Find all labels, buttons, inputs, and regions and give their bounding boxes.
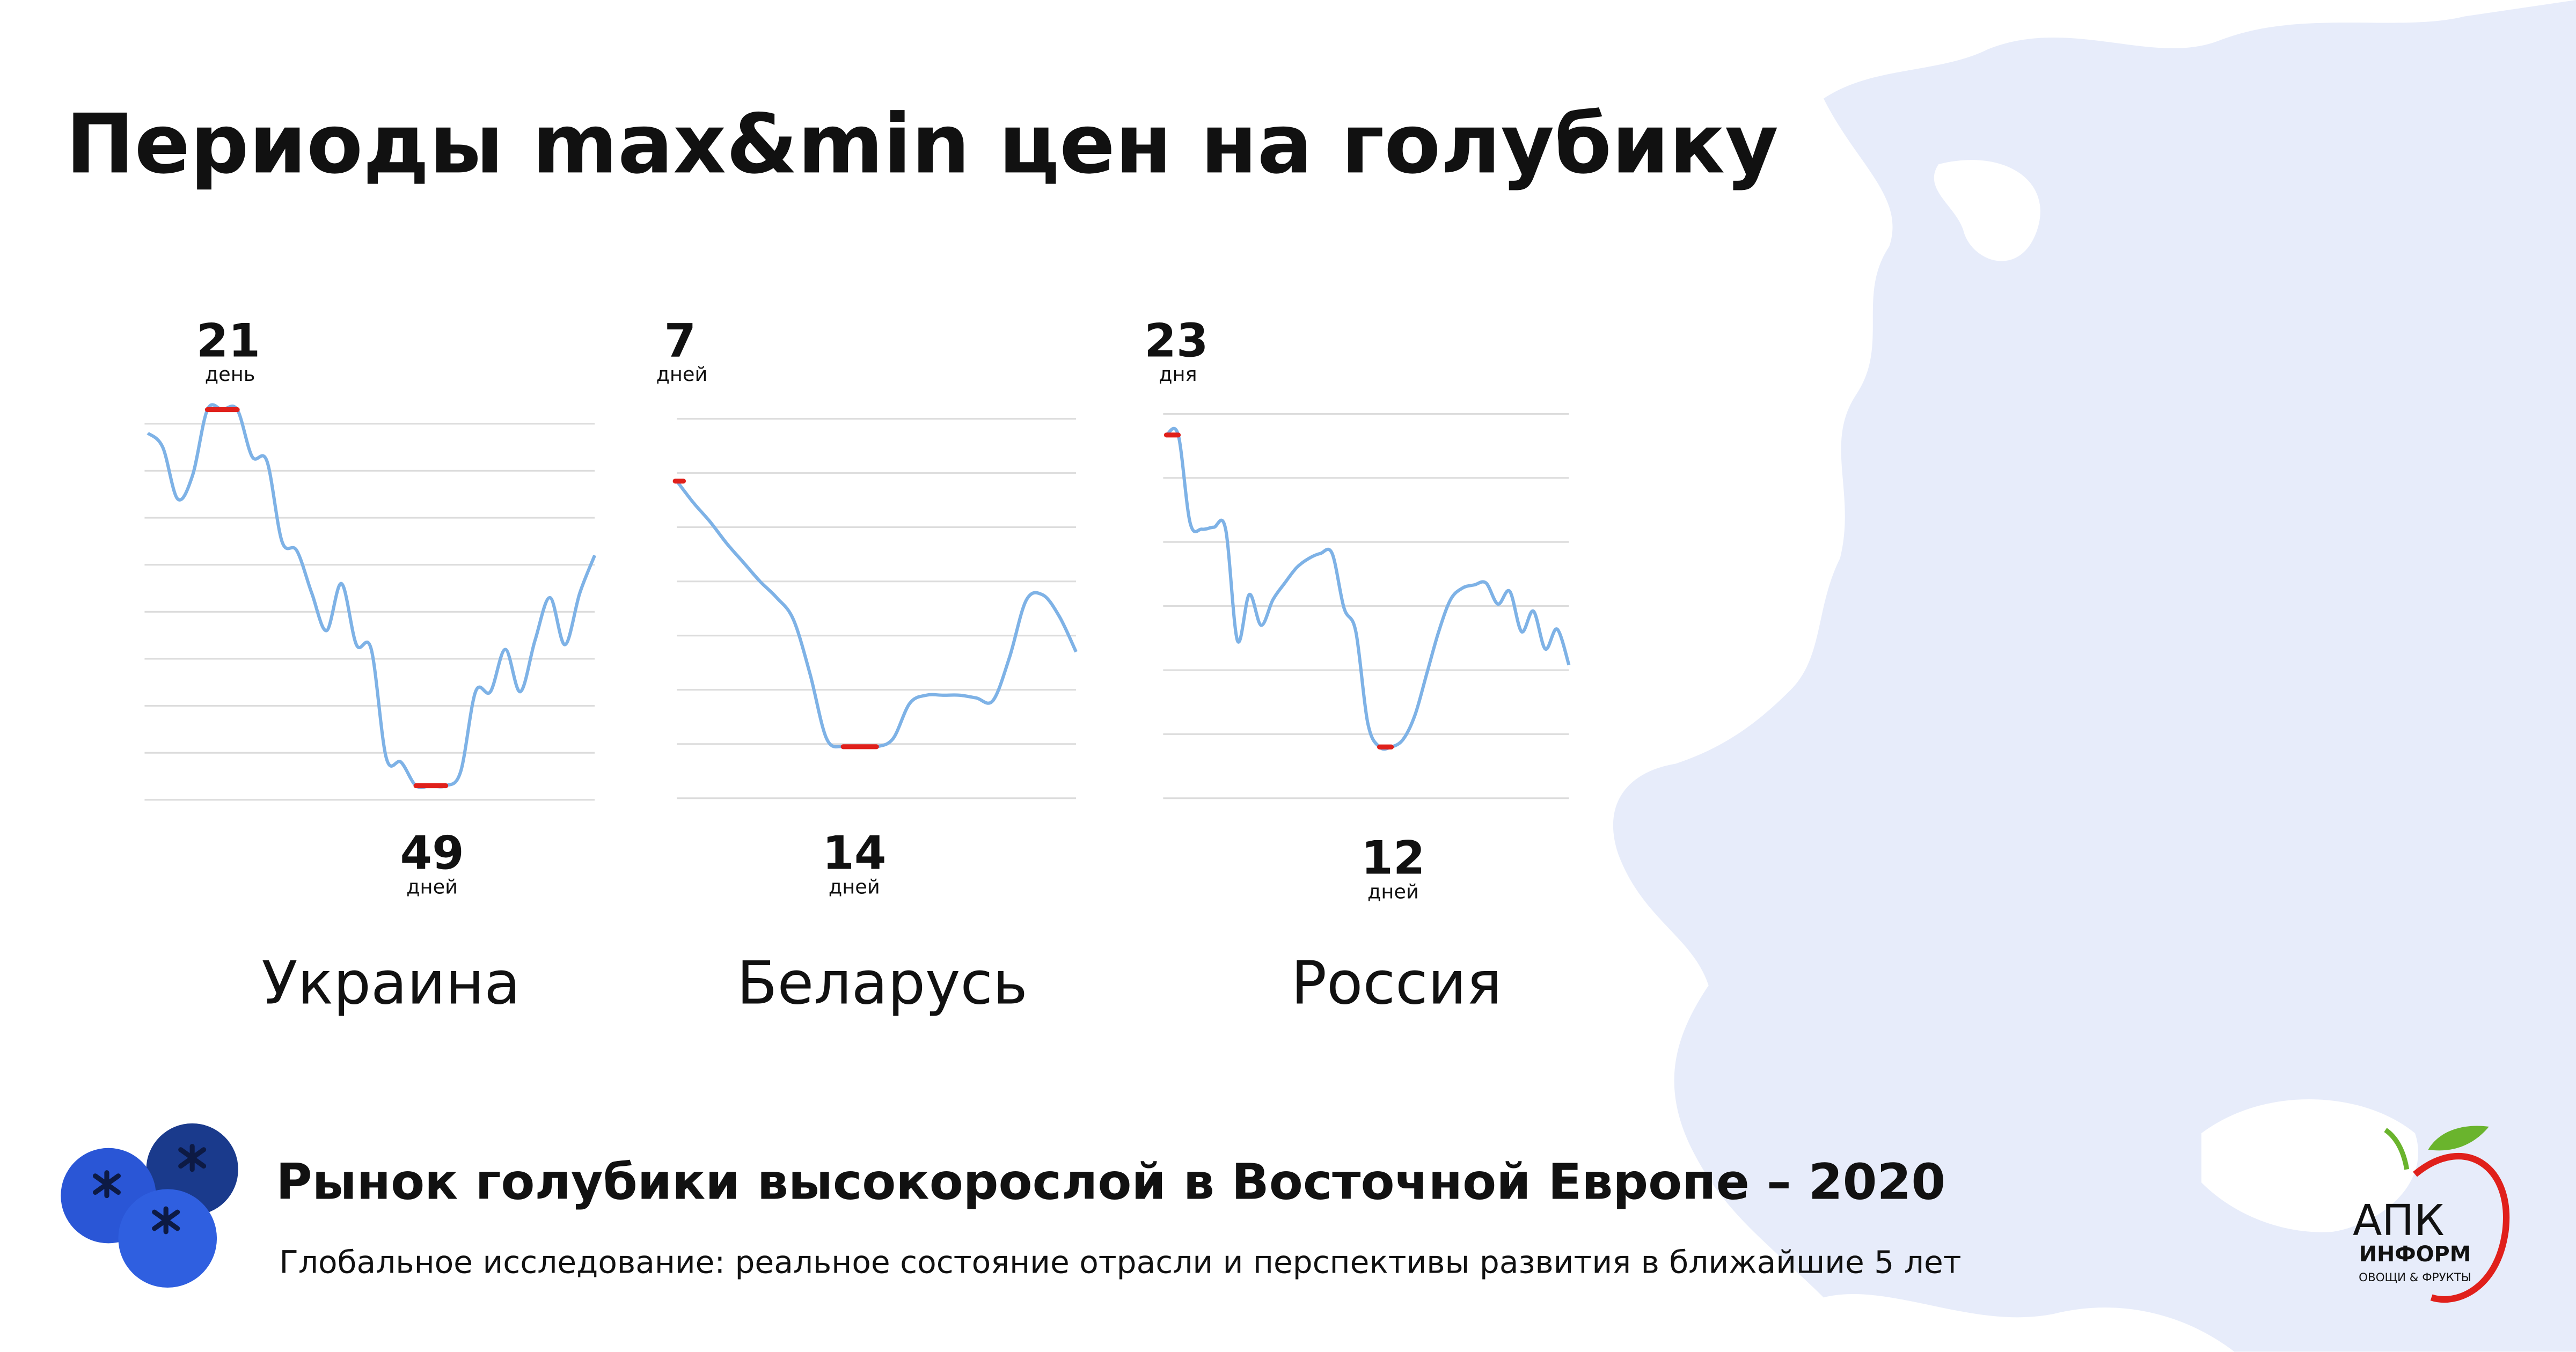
footer-subtitle: Глобальное исследование: реальное состоя… — [279, 1244, 1961, 1280]
min-unit: дней — [1367, 880, 1419, 903]
min-unit: дней — [829, 875, 880, 898]
max-days: 23 — [1144, 314, 1208, 368]
country-label: Украина — [261, 949, 520, 1017]
price-line — [675, 480, 1078, 749]
min-unit: дней — [406, 875, 458, 898]
logo-tagline: ОВОЩИ & ФРУКТЫ — [2359, 1271, 2471, 1284]
price-line — [147, 403, 597, 789]
footer-title: Рынок голубики высокорослой в Восточной … — [276, 1153, 1945, 1211]
min-days: 49 — [400, 826, 464, 880]
map-sea — [1934, 160, 2040, 261]
logo-name: АПК — [2353, 1195, 2445, 1245]
blueberries — [61, 1123, 238, 1288]
logo-brand: ИНФОРМ — [2359, 1242, 2471, 1267]
max-unit: дней — [656, 363, 707, 386]
price-line — [1165, 427, 1571, 751]
logo: АПК ИНФОРМ ОВОЩИ & ФРУКТЫ — [2353, 1126, 2510, 1303]
map-sea — [2201, 1099, 2419, 1232]
min-days: 14 — [822, 826, 886, 880]
max-unit: день — [205, 363, 255, 386]
title: Периоды max&min цен на голубику — [65, 97, 1779, 192]
max-days: 21 — [196, 314, 260, 368]
map-background — [1613, 0, 2576, 1352]
max-unit: дня — [1159, 363, 1197, 386]
country-label: Россия — [1291, 949, 1502, 1017]
max-days: 7 — [664, 314, 697, 368]
country-label: Беларусь — [737, 949, 1028, 1017]
min-days: 12 — [1361, 832, 1425, 885]
